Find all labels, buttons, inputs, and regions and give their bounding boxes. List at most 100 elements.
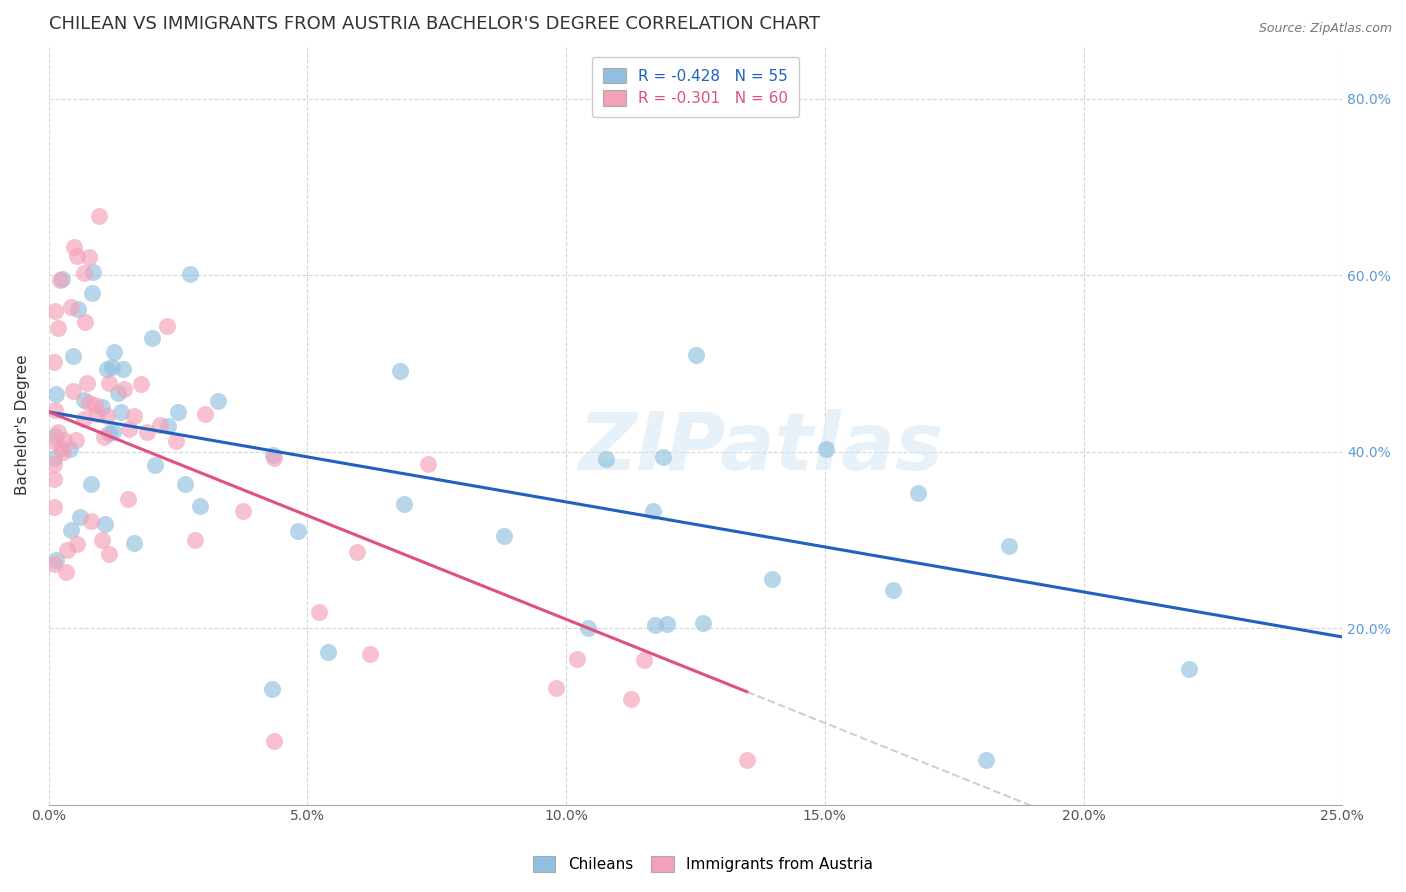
Point (641, 504, 664, 518)
Point (97, 376, 120, 391)
Point (42, 500, 65, 514)
Point (167, 405, 190, 419)
Point (55, 565, 77, 579)
Point (82, 285, 104, 300)
Point (149, 417, 172, 432)
Point (692, 616, 714, 631)
Point (815, 442, 838, 456)
Point (190, 499, 212, 513)
Point (87, 209, 110, 223)
Point (82, 265, 104, 279)
Point (1178, 662, 1201, 676)
Point (100, 360, 122, 375)
Point (114, 382, 136, 396)
Point (66, 249, 89, 263)
Point (122, 536, 145, 550)
Point (143, 458, 166, 473)
Point (46, 321, 69, 335)
Legend: R = -0.428   N = 55, R = -0.301   N = 60: R = -0.428 N = 55, R = -0.301 N = 60 (592, 57, 799, 117)
Point (73, 393, 96, 408)
Point (52, 444, 75, 458)
Point (65, 433, 87, 447)
Point (60, 523, 83, 537)
Point (316, 645, 339, 659)
Point (73, 315, 96, 329)
Point (97, 547, 120, 561)
Point (657, 616, 679, 631)
Point (392, 497, 415, 511)
Point (72, 266, 94, 280)
Point (49, 441, 72, 455)
Point (974, 754, 997, 768)
Point (93, 430, 115, 444)
Point (80, 477, 103, 491)
Point (166, 434, 188, 448)
Point (80, 514, 103, 528)
Point (66, 537, 89, 551)
Point (42, 355, 65, 369)
Point (62, 384, 84, 399)
Point (117, 422, 139, 436)
Point (76, 376, 98, 390)
Point (263, 451, 285, 466)
Point (77, 396, 100, 410)
Point (62, 350, 84, 364)
Point (882, 582, 904, 597)
Point (595, 452, 617, 467)
Point (735, 754, 758, 768)
Point (262, 681, 284, 696)
Point (129, 377, 152, 392)
Text: Source: ZipAtlas.com: Source: ZipAtlas.com (1258, 22, 1392, 36)
Point (44, 304, 66, 318)
Point (565, 652, 588, 666)
Point (83, 398, 105, 412)
Point (346, 545, 368, 559)
Point (45, 387, 67, 401)
Point (207, 394, 229, 409)
Point (685, 348, 707, 362)
Point (389, 364, 412, 378)
Point (86, 408, 108, 422)
Point (761, 572, 783, 586)
Text: ZIPatlas: ZIPatlas (578, 409, 942, 487)
Point (308, 605, 330, 619)
Point (44, 428, 66, 442)
Point (103, 425, 125, 439)
Point (60, 300, 83, 314)
Point (544, 681, 567, 695)
Point (141, 331, 163, 345)
Point (174, 477, 197, 491)
Point (136, 425, 159, 439)
Point (231, 504, 253, 518)
Point (73, 411, 96, 425)
Point (66, 301, 89, 316)
Point (46, 425, 69, 440)
Point (184, 533, 207, 547)
Point (56, 543, 79, 558)
Point (194, 407, 217, 421)
Point (69, 510, 91, 524)
Point (110, 405, 132, 419)
Point (262, 448, 284, 462)
Point (42, 457, 65, 471)
Point (644, 617, 666, 632)
Point (91, 400, 114, 414)
Point (107, 385, 129, 400)
Text: CHILEAN VS IMMIGRANTS FROM AUSTRIA BACHELOR'S DEGREE CORRELATION CHART: CHILEAN VS IMMIGRANTS FROM AUSTRIA BACHE… (49, 15, 820, 33)
Point (49, 273, 72, 287)
Point (45, 553, 67, 567)
Point (651, 450, 673, 465)
Point (117, 492, 139, 507)
Point (42, 450, 65, 465)
Point (42, 557, 65, 571)
Point (53, 433, 76, 447)
Point (44, 403, 66, 417)
Point (157, 419, 180, 434)
Point (98, 425, 121, 440)
Point (42, 472, 65, 486)
Point (620, 692, 643, 706)
Point (91, 533, 114, 548)
Point (122, 409, 145, 423)
Point (179, 267, 201, 281)
Point (59, 442, 82, 456)
